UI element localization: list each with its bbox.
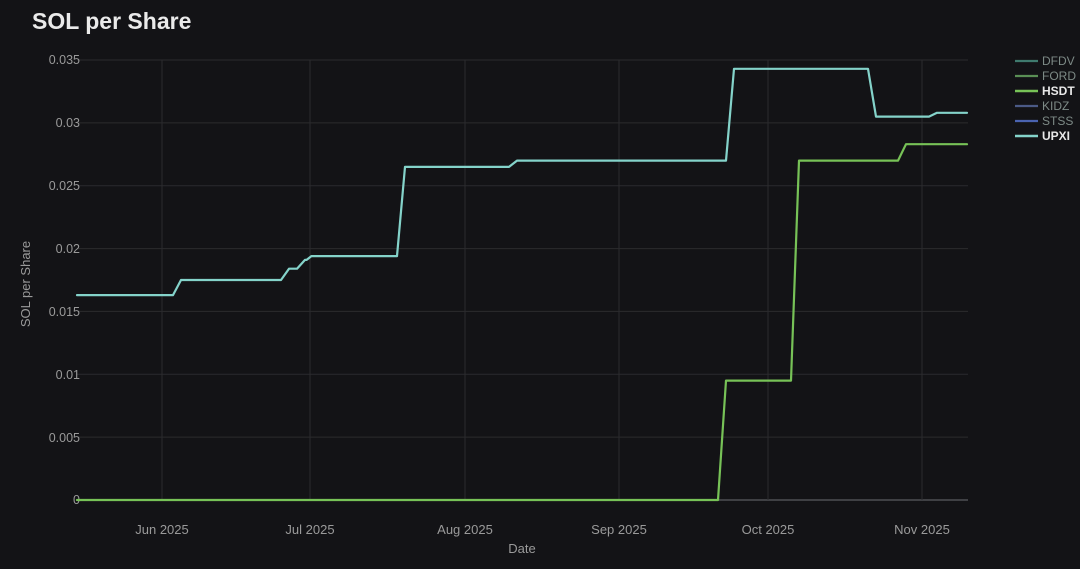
svg-text:HSDT: HSDT <box>1042 84 1075 98</box>
svg-text:UPXI: UPXI <box>1042 129 1070 143</box>
svg-text:0.02: 0.02 <box>56 242 80 256</box>
svg-text:Nov 2025: Nov 2025 <box>894 522 950 537</box>
svg-text:KIDZ: KIDZ <box>1042 99 1069 113</box>
svg-text:FORD: FORD <box>1042 69 1076 83</box>
svg-text:STSS: STSS <box>1042 114 1073 128</box>
svg-text:0.025: 0.025 <box>49 179 80 193</box>
svg-text:0.01: 0.01 <box>56 368 80 382</box>
svg-text:Aug 2025: Aug 2025 <box>437 522 493 537</box>
svg-text:DFDV: DFDV <box>1042 54 1075 68</box>
svg-text:0.005: 0.005 <box>49 431 80 445</box>
svg-text:0.035: 0.035 <box>49 53 80 67</box>
svg-text:Sep 2025: Sep 2025 <box>591 522 647 537</box>
svg-text:Jul 2025: Jul 2025 <box>285 522 334 537</box>
svg-text:Oct 2025: Oct 2025 <box>742 522 795 537</box>
svg-text:0.015: 0.015 <box>49 305 80 319</box>
svg-text:Jun 2025: Jun 2025 <box>135 522 189 537</box>
svg-text:0.03: 0.03 <box>56 116 80 130</box>
